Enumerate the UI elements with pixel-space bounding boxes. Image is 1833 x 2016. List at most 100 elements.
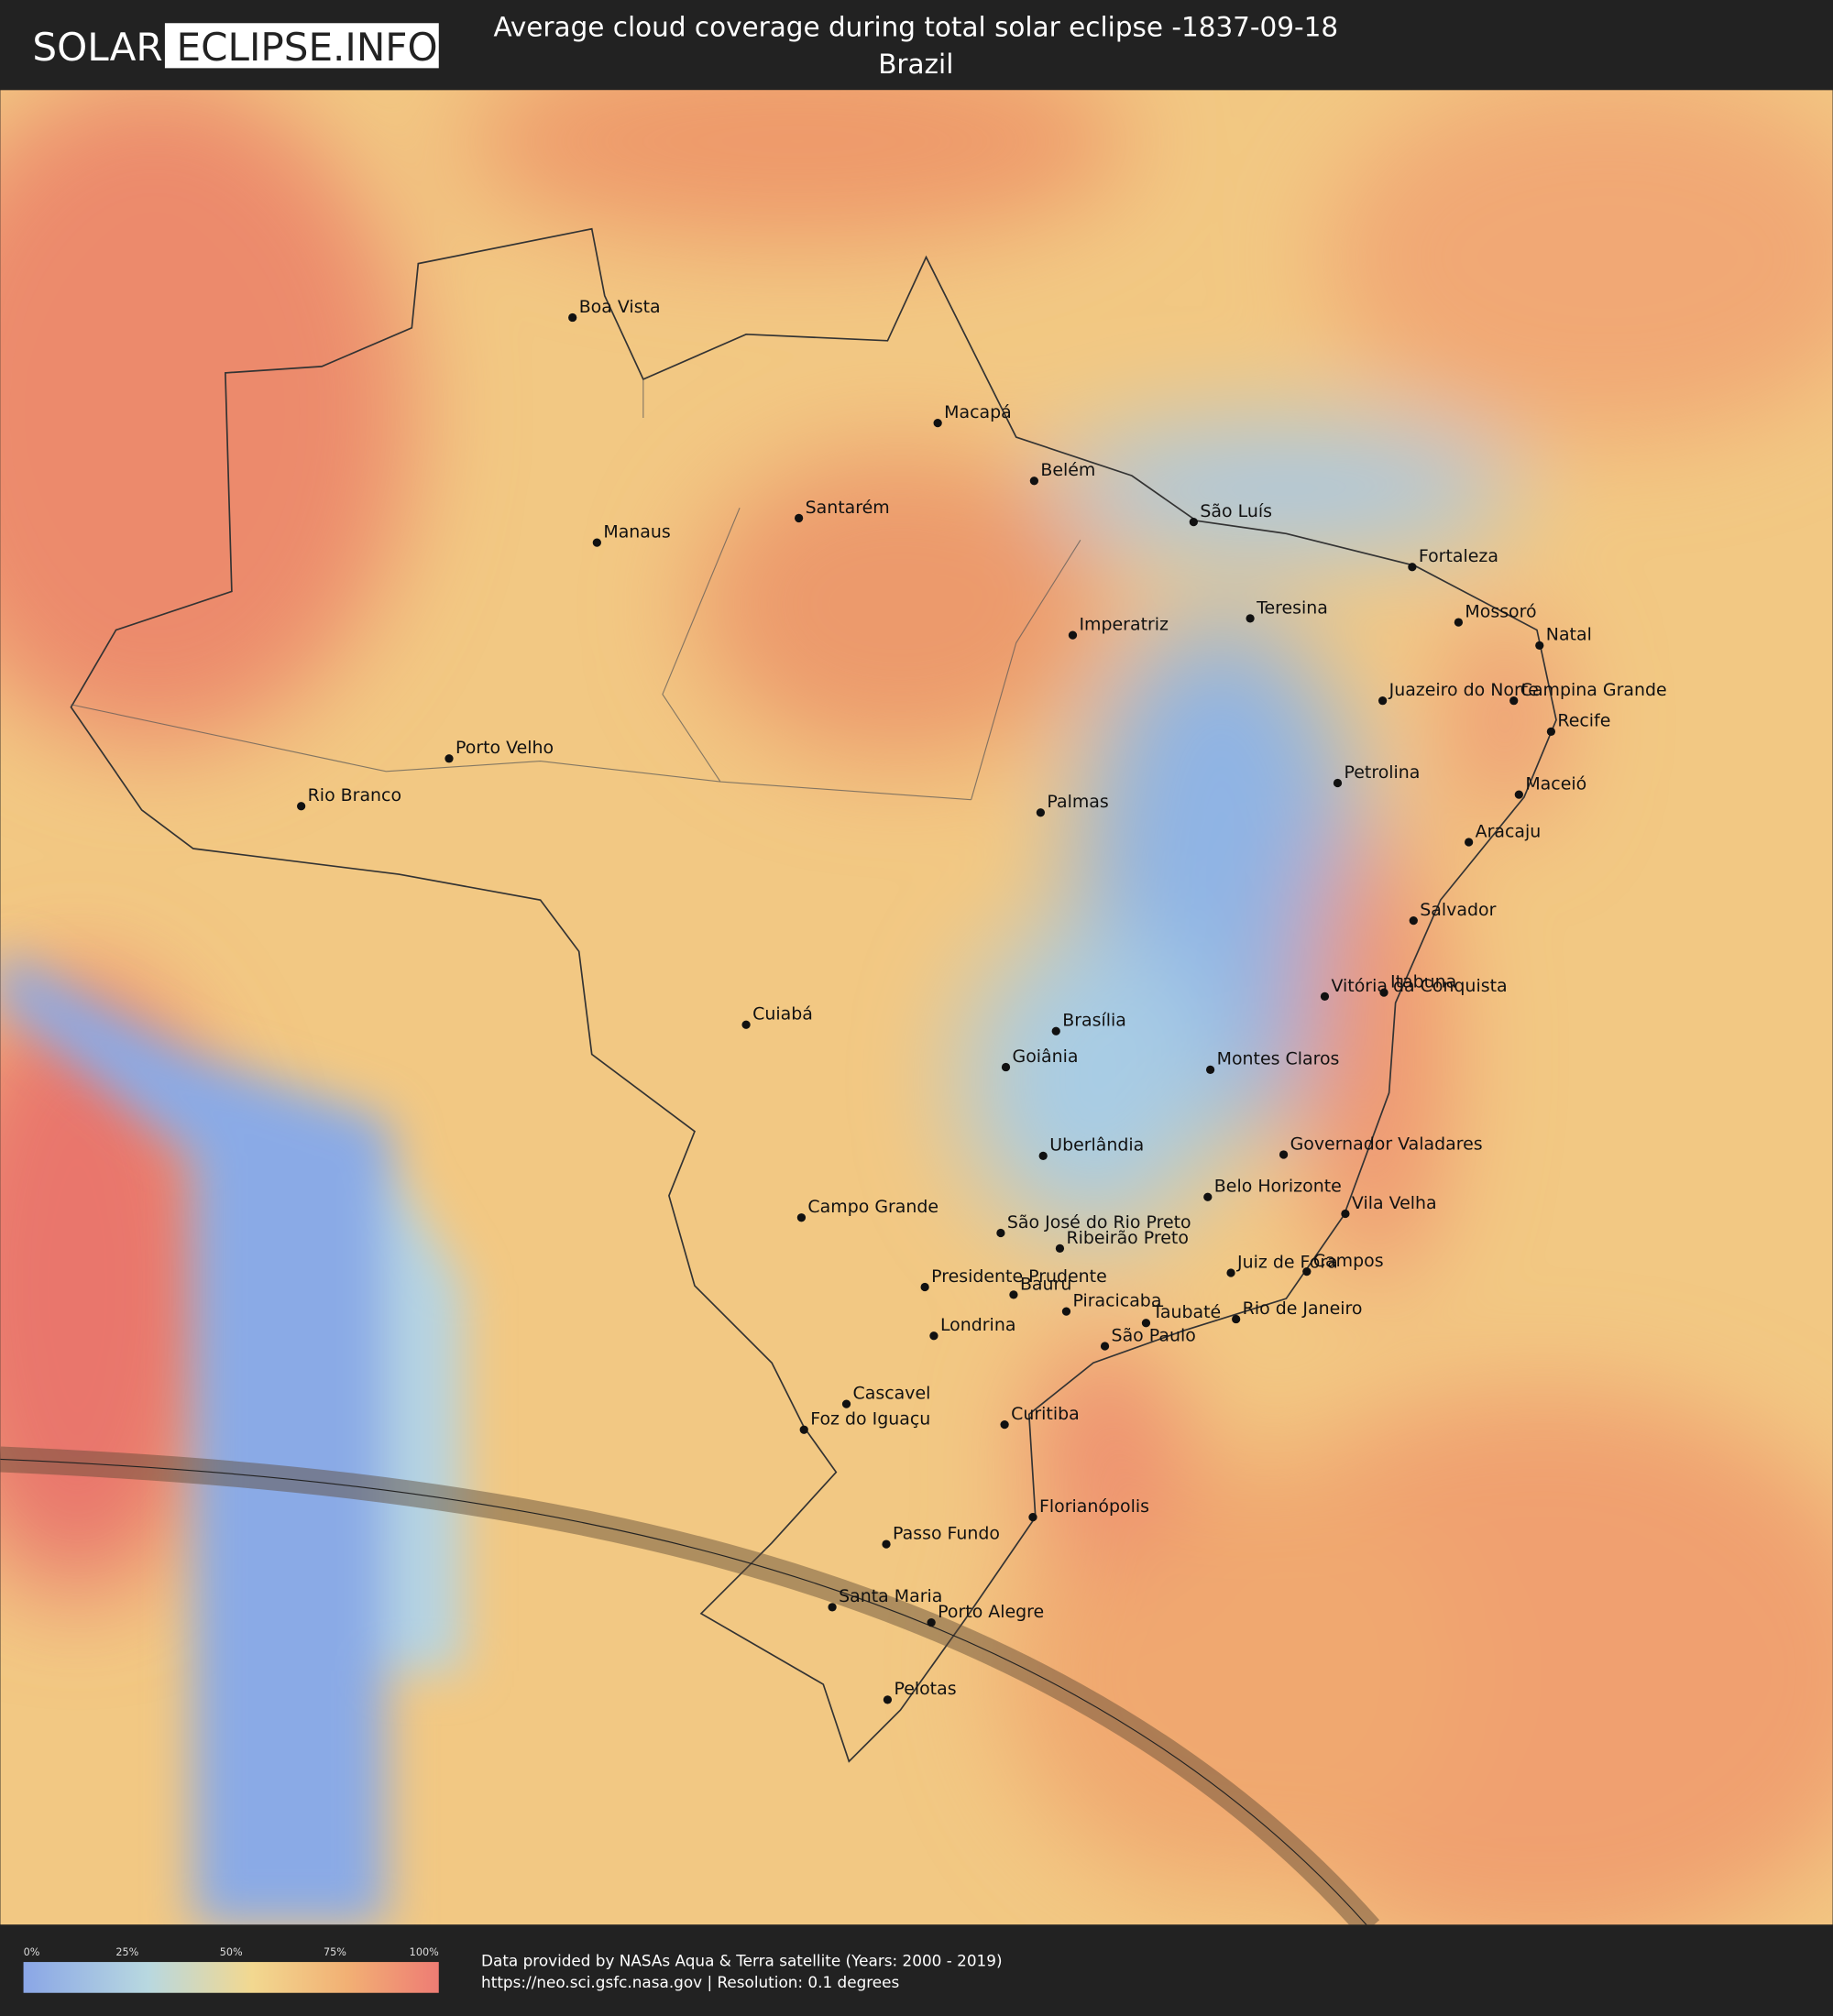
city-dot: [1061, 1307, 1071, 1316]
city-label: Rio Branco: [308, 785, 401, 805]
city-dot: [883, 1695, 893, 1704]
city-dot: [1038, 1151, 1048, 1160]
city-label: Goiânia: [1013, 1046, 1079, 1067]
city-label: Palmas: [1047, 792, 1108, 812]
city-dot: [741, 1020, 751, 1029]
city-dot: [1226, 1268, 1235, 1277]
city-label: Aracaju: [1476, 821, 1542, 841]
city-dot: [996, 1228, 1005, 1238]
city-dot: [1205, 1065, 1215, 1074]
city-label: Juiz de Fora: [1236, 1252, 1338, 1272]
city-label: Imperatriz: [1079, 614, 1169, 634]
city-dot: [1246, 614, 1255, 623]
city-label: Taubaté: [1151, 1302, 1221, 1322]
city-dot: [828, 1603, 837, 1612]
city-label: Belo Horizonte: [1214, 1177, 1342, 1197]
city-dot: [1189, 518, 1198, 527]
city-dot: [882, 1539, 891, 1549]
city-dot: [1509, 696, 1519, 706]
city-label: Natal: [1546, 625, 1592, 645]
city-label: Fortaleza: [1419, 546, 1498, 566]
legend-gradient: [23, 1962, 439, 1993]
city-dot: [1028, 1512, 1037, 1522]
country-border: [70, 227, 1557, 1763]
city-label: Londrina: [940, 1315, 1015, 1335]
legend-tick: 100%: [410, 1946, 439, 1958]
city-label: Recife: [1557, 711, 1610, 731]
city-dot: [592, 538, 601, 547]
city-dot: [1001, 1062, 1011, 1072]
city-dot: [1051, 1026, 1060, 1035]
city-label: Salvador: [1420, 900, 1496, 920]
city-dot: [1036, 808, 1046, 817]
city-dot: [1000, 1419, 1009, 1430]
city-dot: [927, 1618, 936, 1627]
legend-tick: 75%: [324, 1946, 346, 1958]
city-dot: [929, 1331, 938, 1341]
city-label: Piracicaba: [1072, 1291, 1161, 1311]
city-dot: [1068, 630, 1078, 640]
city-label: Mossoró: [1465, 601, 1536, 621]
logo-right: ECLIPSE.INFO: [177, 25, 438, 70]
city-label: Itabuna: [1390, 972, 1456, 992]
city-label: Pelotas: [894, 1679, 956, 1699]
city-label: Vila Velha: [1352, 1193, 1437, 1213]
subtitle: Brazil: [878, 49, 953, 80]
city-dot: [1514, 790, 1523, 799]
city-dot: [1320, 992, 1330, 1002]
city-label: Porto Velho: [456, 738, 554, 758]
legend: 0% 25% 50% 75% 100%: [24, 1946, 440, 1958]
city-dot: [1029, 477, 1039, 486]
city-dot: [1464, 838, 1474, 847]
city-dot: [920, 1282, 929, 1292]
city-dot: [1203, 1192, 1213, 1201]
city-label: Uberlândia: [1049, 1135, 1144, 1156]
city-dot: [1100, 1342, 1110, 1351]
city-dot: [1377, 696, 1388, 706]
city-dot: [796, 1213, 807, 1222]
city-label: Macapá: [944, 402, 1012, 422]
city-dot: [1055, 1244, 1065, 1254]
title: Average cloud coverage during total sola…: [493, 11, 1338, 42]
cloud-layer: [0, 90, 1833, 1925]
city-label: Manaus: [603, 521, 670, 542]
city-label: Foz do Iguaçu: [810, 1409, 930, 1430]
city-label: Petrolina: [1345, 762, 1421, 783]
city-dot: [1546, 727, 1556, 736]
legend-tick: 0%: [24, 1946, 40, 1958]
city-label: Montes Claros: [1217, 1049, 1340, 1069]
city-dot: [1302, 1266, 1312, 1276]
city-label: Curitiba: [1011, 1404, 1080, 1424]
city-dot: [841, 1399, 851, 1408]
city-label: São Paulo: [1112, 1325, 1196, 1345]
city-dot: [1408, 563, 1417, 572]
city-label: Santarém: [806, 498, 890, 518]
city-dot: [297, 802, 306, 811]
city-dot: [1009, 1290, 1018, 1299]
city-label: São Luís: [1200, 501, 1272, 521]
city-dot: [1341, 1209, 1350, 1219]
city-label: Passo Fundo: [893, 1523, 1000, 1543]
city-label: Maceió: [1525, 773, 1586, 794]
city-label: Bauru: [1020, 1274, 1071, 1294]
city-label: Governador Valadares: [1290, 1134, 1483, 1154]
city-label: Juazeiro do Norte: [1388, 680, 1539, 700]
footer-credit: Data provided by NASAs Aqua & Terra sate…: [481, 1951, 1002, 1969]
city-label: Vitória da Conquista: [1331, 976, 1507, 996]
city-label: Cascavel: [853, 1384, 931, 1404]
eclipse-centerline: [0, 1458, 1367, 1925]
city-label: Ribeirão Preto: [1066, 1228, 1188, 1248]
city-label: Cuiabá: [752, 1004, 813, 1024]
city-label: Porto Alegre: [938, 1602, 1044, 1622]
city-label: Santa Maria: [839, 1586, 942, 1606]
city-label: Boa Vista: [579, 297, 661, 317]
logo-left: SOLAR: [32, 25, 162, 70]
city-label: Teresina: [1256, 597, 1328, 618]
city-dot: [794, 513, 804, 523]
city-dot: [1409, 915, 1418, 926]
legend-tick: 50%: [220, 1946, 243, 1958]
city-label: Presidente Prudente: [931, 1266, 1107, 1287]
city-dot: [1379, 988, 1388, 997]
city-label: Campos: [1313, 1251, 1384, 1271]
